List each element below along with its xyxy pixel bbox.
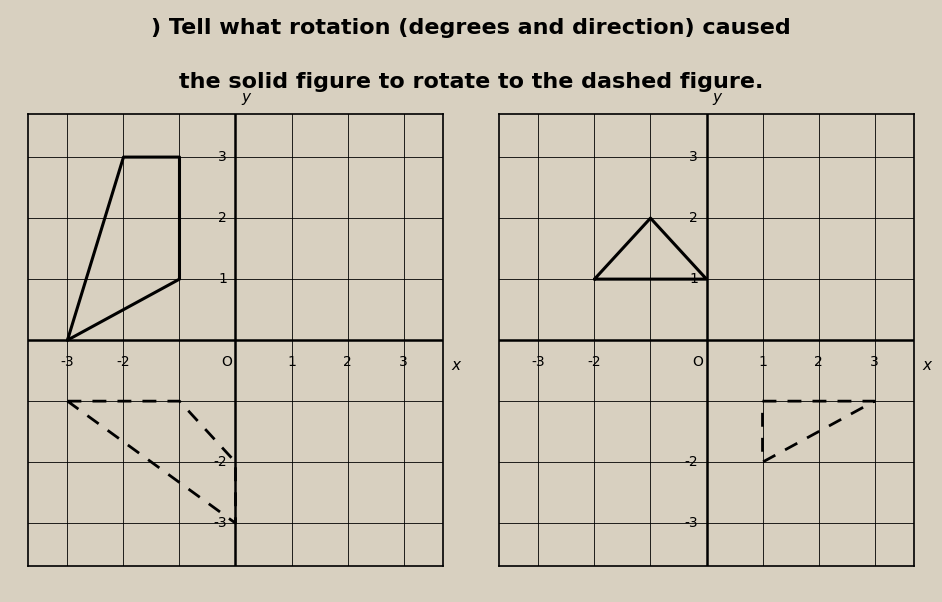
Text: 1: 1 (758, 355, 767, 370)
Text: -3: -3 (60, 355, 74, 370)
Text: ) Tell what rotation (degrees and direction) caused: ) Tell what rotation (degrees and direct… (151, 18, 791, 38)
Text: -2: -2 (685, 455, 698, 469)
Text: 3: 3 (399, 355, 408, 370)
Text: 2: 2 (814, 355, 823, 370)
Text: 3: 3 (690, 150, 698, 164)
Text: 2: 2 (690, 211, 698, 225)
Text: x: x (451, 358, 460, 373)
Text: O: O (692, 355, 704, 370)
Text: -2: -2 (117, 355, 130, 370)
Text: O: O (221, 355, 233, 370)
Text: -3: -3 (531, 355, 545, 370)
Text: y: y (712, 90, 722, 105)
Text: 3: 3 (870, 355, 879, 370)
Text: x: x (922, 358, 931, 373)
Text: the solid figure to rotate to the dashed figure.: the solid figure to rotate to the dashed… (179, 72, 763, 92)
Text: -3: -3 (214, 516, 227, 530)
Text: 1: 1 (690, 272, 698, 286)
Text: y: y (241, 90, 251, 105)
Text: -2: -2 (214, 455, 227, 469)
Text: 2: 2 (343, 355, 352, 370)
Text: -3: -3 (685, 516, 698, 530)
Text: 1: 1 (219, 272, 227, 286)
Text: 2: 2 (219, 211, 227, 225)
Text: 3: 3 (219, 150, 227, 164)
Text: 1: 1 (287, 355, 296, 370)
Text: -2: -2 (588, 355, 601, 370)
